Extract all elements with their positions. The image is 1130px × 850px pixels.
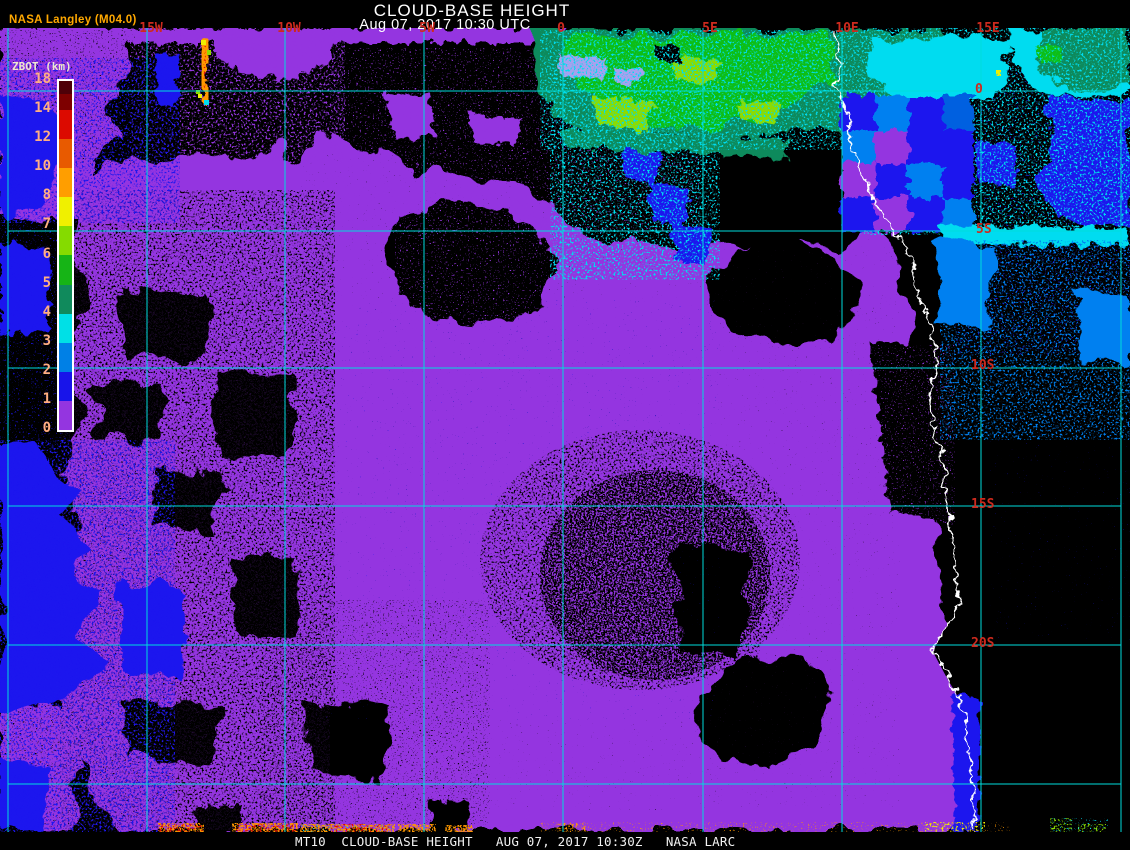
colorbar-tick-18: 18 xyxy=(34,71,51,87)
colorbar-tick-5: 5 xyxy=(42,274,51,291)
colorbar-tick-2: 2 xyxy=(42,361,51,378)
colorbar-segment xyxy=(59,313,72,343)
latlon-grid xyxy=(7,28,1122,832)
lat-label-20S: 20S xyxy=(971,636,995,651)
lat-label-10S: 10S xyxy=(971,358,995,373)
colorbar-segment xyxy=(59,400,72,430)
lon-label-0: 0 xyxy=(557,21,565,36)
colorbar-segment xyxy=(59,139,72,169)
colorbar-tick-10: 10 xyxy=(34,158,51,175)
lon-label-15E: 15E xyxy=(976,21,1000,36)
colorbar-segment xyxy=(59,255,72,285)
convective-streak xyxy=(196,40,212,105)
colorbar-tick-1: 1 xyxy=(42,390,51,407)
colorbar-segment xyxy=(59,371,72,401)
colorbar-segment xyxy=(59,226,72,256)
colorbar-tick-12: 12 xyxy=(34,129,51,146)
colorbar-tick-8: 8 xyxy=(42,187,51,204)
colorbar xyxy=(57,79,74,432)
colorbar-segment xyxy=(59,284,72,314)
cloud-layer-topright xyxy=(841,28,1130,440)
colorbar-tick-0: 0 xyxy=(42,420,51,436)
colorbar-tick-4: 4 xyxy=(42,303,51,320)
lon-label-15W: 15W xyxy=(139,21,163,36)
lat-label-0: 0 xyxy=(975,82,983,97)
page-title: CLOUD-BASE HEIGHT xyxy=(373,1,571,20)
nasa-credit: NASA Langley (M04.0) xyxy=(9,14,137,26)
colorbar-segment xyxy=(59,197,72,227)
colorbar-segment xyxy=(59,110,72,140)
lat-label-15S: 15S xyxy=(971,497,995,512)
lat-label-5S: 5S xyxy=(976,222,992,237)
colorbar-tick-3: 3 xyxy=(42,332,51,349)
caption-bar: MT10 CLOUD-BASE HEIGHT AUG 07, 2017 10:3… xyxy=(0,833,1130,850)
lon-label-5E: 5E xyxy=(702,21,718,36)
lon-label-10E: 10E xyxy=(835,21,859,36)
colorbar-tick-14: 14 xyxy=(34,100,51,117)
colorbar-segment xyxy=(59,81,72,111)
lon-label-10W: 10W xyxy=(277,21,301,36)
cloud-layer-green xyxy=(528,28,945,280)
header-datetime: Aug 07, 2017 10:30 UTC xyxy=(359,17,531,33)
colorbar-title: ZBOT (km) xyxy=(12,60,72,73)
caption-text: MT10 CLOUD-BASE HEIGHT AUG 07, 2017 10:3… xyxy=(295,834,736,849)
colorbar-segment xyxy=(59,168,72,198)
colorbar-segment xyxy=(59,342,72,372)
coastline xyxy=(832,29,976,831)
colorbar-legend: ZBOT (km) 18 14 12 10 8 7 6 5 4 3 2 1 0 xyxy=(10,60,94,442)
bottom-noise-strip xyxy=(158,818,1108,832)
colorbar-tick-6: 6 xyxy=(42,245,51,262)
colorbar-tick-7: 7 xyxy=(42,216,51,233)
lon-label-5W: 5W xyxy=(419,21,435,36)
